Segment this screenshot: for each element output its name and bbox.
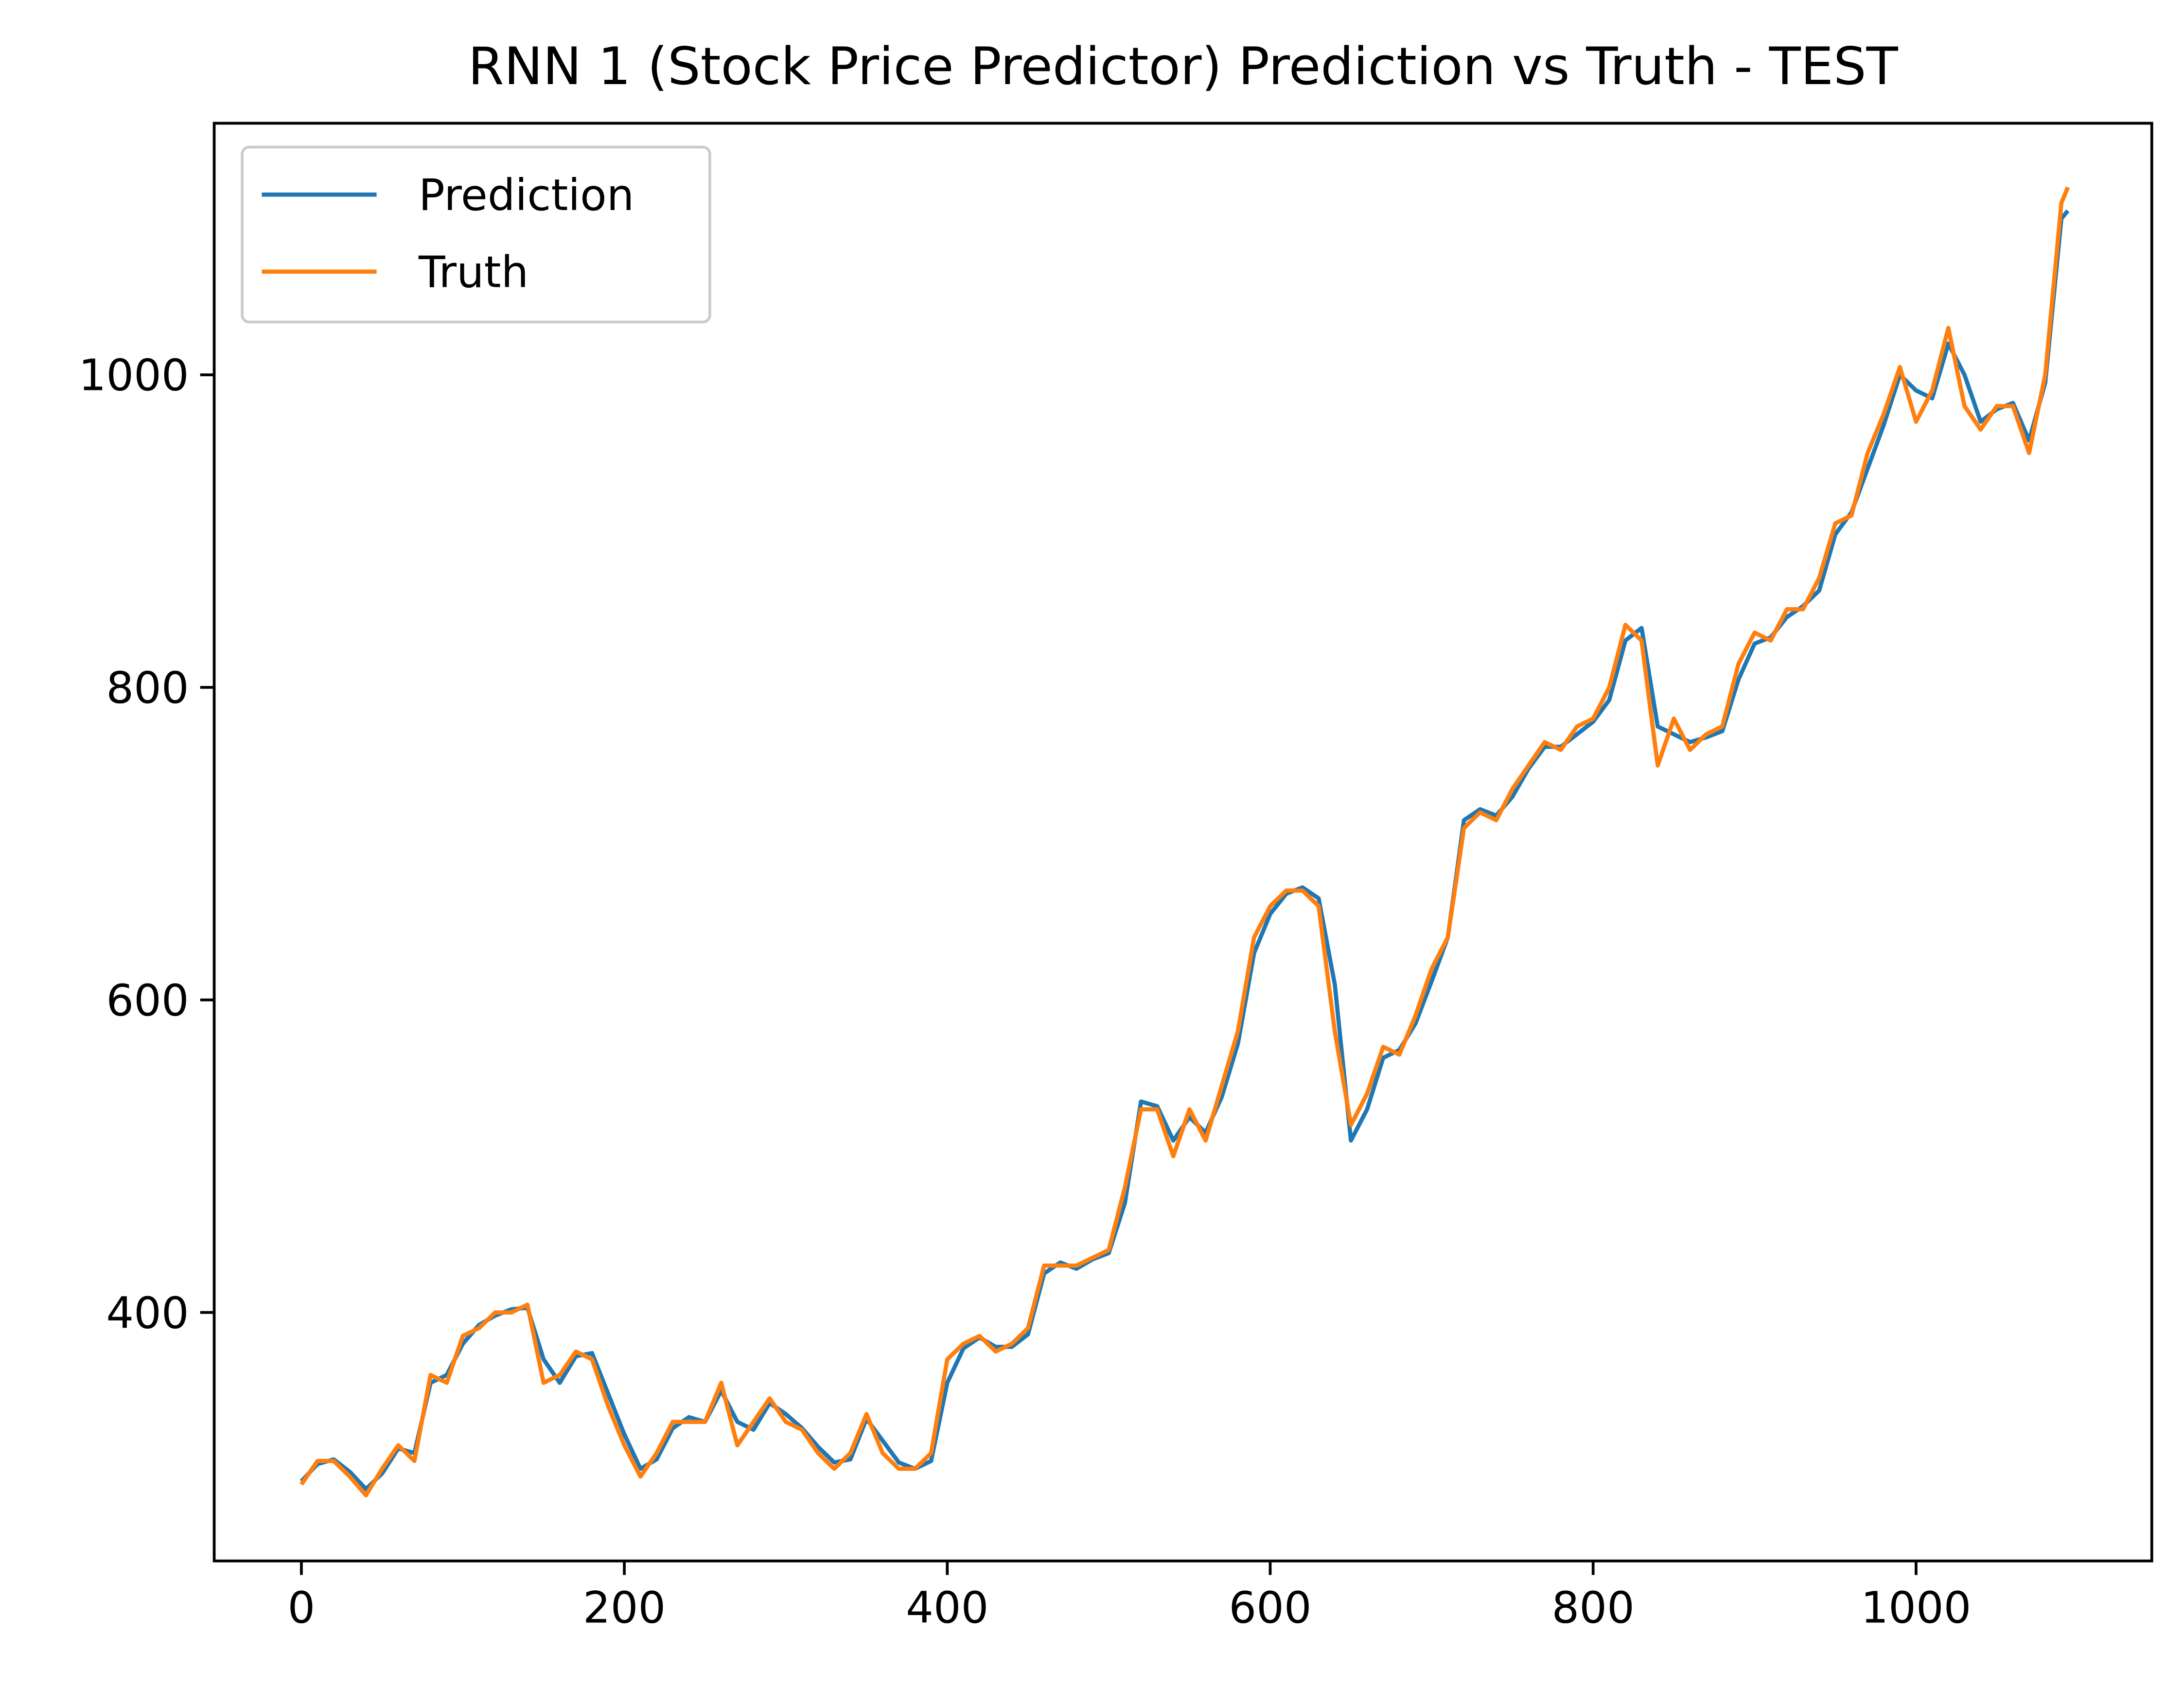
chart-title: RNN 1 (Stock Price Predictor) Prediction… — [468, 36, 1899, 97]
legend-label: Prediction — [419, 170, 634, 221]
x-tick-label: 0 — [287, 1582, 315, 1633]
x-tick-label: 200 — [583, 1582, 666, 1633]
plot-frame — [212, 122, 2153, 1563]
data-line — [299, 186, 2070, 1498]
legend-box — [241, 145, 711, 324]
y-tick-label: 1000 — [79, 351, 189, 401]
y-tick-label: 600 — [106, 975, 189, 1026]
legend: Prediction Truth — [241, 145, 711, 324]
x-tick-label: 1000 — [1861, 1582, 1971, 1633]
legend-label: Truth — [418, 247, 528, 298]
x-tick-label: 400 — [906, 1582, 988, 1633]
x-tick-label: 800 — [1552, 1582, 1635, 1633]
x-tick-label: 600 — [1229, 1582, 1311, 1633]
y-tick-label: 800 — [106, 663, 189, 714]
y-tick-label: 400 — [106, 1288, 189, 1338]
